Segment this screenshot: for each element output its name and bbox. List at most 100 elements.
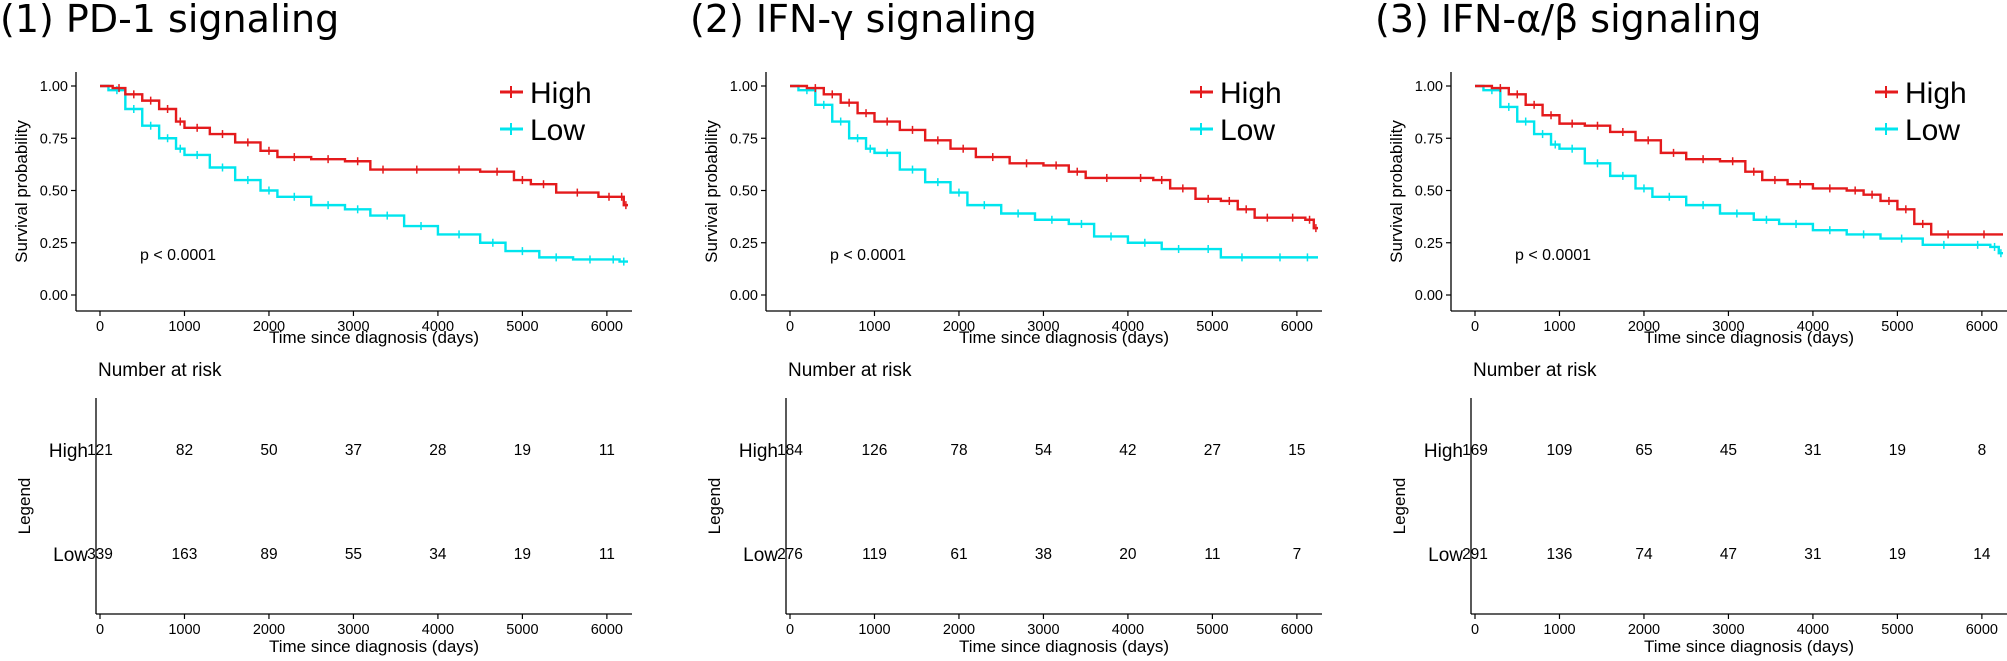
y-tick-label: 0.00 bbox=[40, 288, 68, 304]
x-tick-label: 0 bbox=[786, 319, 794, 335]
legend-label-high: High bbox=[1905, 77, 1967, 110]
x-axis-title: Time since diagnosis (days) bbox=[269, 328, 479, 347]
y-tick-label: 0.75 bbox=[730, 131, 758, 147]
risk-count: 27 bbox=[1204, 442, 1221, 459]
risk-count: 126 bbox=[862, 442, 888, 459]
risk-row-label-low: Low bbox=[1428, 545, 1463, 566]
risk-x-tick-label: 3000 bbox=[1712, 622, 1744, 638]
risk-count: 121 bbox=[87, 442, 113, 459]
risk-x-axis-title: Time since diagnosis (days) bbox=[959, 637, 1169, 656]
y-tick-label: 0.25 bbox=[730, 236, 758, 252]
risk-count: 19 bbox=[514, 442, 531, 459]
y-axis-title: Survival probability bbox=[1387, 120, 1406, 263]
x-tick-label: 1000 bbox=[168, 319, 200, 335]
x-tick-label: 6000 bbox=[1966, 319, 1998, 335]
legend-label-high: High bbox=[1220, 77, 1282, 110]
risk-x-tick-label: 0 bbox=[1471, 622, 1479, 638]
risk-x-tick-label: 4000 bbox=[1112, 622, 1144, 638]
risk-x-tick-label: 4000 bbox=[1797, 622, 1829, 638]
x-tick-label: 3000 bbox=[1027, 319, 1059, 335]
x-tick-label: 6000 bbox=[591, 319, 623, 335]
risk-x-tick-label: 0 bbox=[786, 622, 794, 638]
x-tick-label: 4000 bbox=[1112, 319, 1144, 335]
risk-count: 15 bbox=[1288, 442, 1305, 459]
x-tick-label: 5000 bbox=[1196, 319, 1228, 335]
risk-count: 169 bbox=[1462, 442, 1488, 459]
risk-y-axis-title: Legend bbox=[1390, 478, 1409, 535]
x-tick-label: 3000 bbox=[1712, 319, 1744, 335]
risk-count: 19 bbox=[1889, 546, 1906, 563]
x-tick-label: 6000 bbox=[1281, 319, 1313, 335]
risk-table-title: Number at risk bbox=[788, 360, 912, 381]
x-tick-label: 2000 bbox=[1628, 319, 1660, 335]
x-axis-title: Time since diagnosis (days) bbox=[1644, 328, 1854, 347]
risk-x-tick-label: 3000 bbox=[337, 622, 369, 638]
risk-x-tick-label: 1000 bbox=[858, 622, 890, 638]
risk-count: 19 bbox=[1889, 442, 1906, 459]
p-value: p < 0.0001 bbox=[140, 247, 216, 264]
y-axis-title: Survival probability bbox=[12, 120, 31, 263]
y-tick-label: 1.00 bbox=[1415, 79, 1443, 95]
risk-count: 339 bbox=[87, 546, 113, 563]
risk-count: 82 bbox=[176, 442, 193, 459]
risk-x-tick-label: 0 bbox=[96, 622, 104, 638]
risk-count: 34 bbox=[429, 546, 447, 563]
y-tick-label: 0.25 bbox=[1415, 236, 1443, 252]
risk-count: 38 bbox=[1035, 546, 1052, 563]
panel-3: (3) IFN-α/β signaling 0.00 0.25 0.50 0.75 1.0… bbox=[1375, 0, 2007, 656]
risk-count: 119 bbox=[862, 546, 887, 563]
x-tick-label: 0 bbox=[1471, 319, 1479, 335]
panel-title: (3) IFN-α/β signaling bbox=[1375, 0, 1761, 41]
risk-x-tick-label: 1000 bbox=[168, 622, 200, 638]
km-curve-high bbox=[100, 84, 628, 207]
legend-label-low: Low bbox=[1905, 114, 1960, 147]
risk-x-tick-label: 5000 bbox=[506, 622, 538, 638]
legend-label-low: Low bbox=[530, 114, 585, 147]
risk-count: 55 bbox=[345, 546, 362, 563]
y-tick-label: 0.75 bbox=[40, 131, 68, 147]
risk-x-tick-label: 1000 bbox=[1543, 622, 1575, 638]
risk-count: 136 bbox=[1547, 546, 1573, 563]
risk-count: 61 bbox=[950, 546, 967, 563]
risk-x-tick-label: 4000 bbox=[422, 622, 454, 638]
risk-x-tick-label: 2000 bbox=[1628, 622, 1660, 638]
y-tick-label: 0.75 bbox=[1415, 131, 1443, 147]
y-tick-label: 1.00 bbox=[40, 79, 68, 95]
risk-count: 11 bbox=[1204, 546, 1220, 563]
legend-label-low: Low bbox=[1220, 114, 1275, 147]
x-tick-label: 4000 bbox=[422, 319, 454, 335]
y-tick-label: 1.00 bbox=[730, 79, 758, 95]
risk-x-tick-label: 6000 bbox=[591, 622, 623, 638]
y-tick-label: 0.00 bbox=[730, 288, 758, 304]
panel-2: (2) IFN-γ signaling 0.00 0.25 0.50 0.75 1.00 0… bbox=[690, 0, 1322, 656]
risk-row-label-low: Low bbox=[53, 545, 88, 566]
risk-x-tick-label: 6000 bbox=[1281, 622, 1313, 638]
risk-count: 37 bbox=[345, 442, 362, 459]
x-tick-label: 2000 bbox=[253, 319, 285, 335]
risk-count: 47 bbox=[1720, 546, 1737, 563]
risk-x-tick-label: 2000 bbox=[943, 622, 975, 638]
risk-count: 20 bbox=[1119, 546, 1137, 563]
km-curve-high bbox=[1475, 84, 2003, 236]
y-tick-label: 0.50 bbox=[1415, 184, 1443, 200]
risk-x-axis-title: Time since diagnosis (days) bbox=[1644, 637, 1854, 656]
risk-x-axis-title: Time since diagnosis (days) bbox=[269, 637, 479, 656]
risk-count: 54 bbox=[1035, 442, 1053, 459]
risk-table-title: Number at risk bbox=[1473, 360, 1597, 381]
panel-title: (1) PD-1 signaling bbox=[0, 0, 339, 41]
risk-count: 50 bbox=[260, 442, 278, 459]
risk-count: 42 bbox=[1119, 442, 1136, 459]
risk-count: 45 bbox=[1720, 442, 1737, 459]
risk-count: 7 bbox=[1293, 546, 1302, 563]
x-tick-label: 3000 bbox=[337, 319, 369, 335]
risk-count: 11 bbox=[599, 442, 615, 459]
x-axis-title: Time since diagnosis (days) bbox=[959, 328, 1169, 347]
x-tick-label: 4000 bbox=[1797, 319, 1829, 335]
risk-x-tick-label: 5000 bbox=[1196, 622, 1228, 638]
y-tick-label: 0.00 bbox=[1415, 288, 1443, 304]
risk-count: 19 bbox=[514, 546, 531, 563]
x-tick-label: 5000 bbox=[1881, 319, 1913, 335]
p-value: p < 0.0001 bbox=[1515, 247, 1591, 264]
panel-title: (2) IFN-γ signaling bbox=[690, 0, 1037, 41]
